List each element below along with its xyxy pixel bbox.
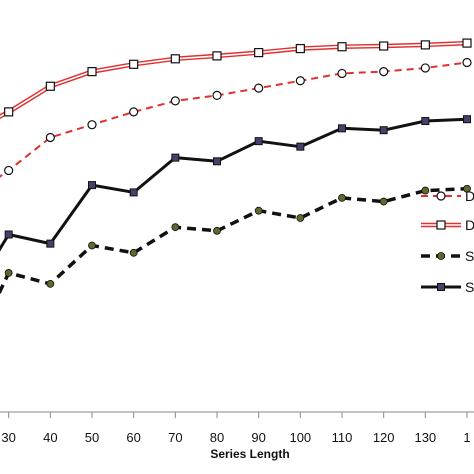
series-3-point-12 [463, 115, 471, 124]
series-1-point-10 [379, 41, 389, 51]
series-3-point-6 [213, 157, 221, 166]
plot-area [0, 38, 472, 296]
series-1-line [0, 38, 472, 120]
x-tick-label: 110 [332, 430, 353, 445]
legend-label-2: S [465, 248, 474, 264]
series-2-point-1 [4, 269, 13, 277]
series-3-point-9 [338, 124, 346, 133]
series-3-point-7 [254, 137, 263, 146]
series-3-point-11 [421, 117, 430, 126]
series-1-point-12 [462, 38, 472, 48]
series-2-point-4 [129, 248, 138, 257]
series-0-point-11 [420, 63, 430, 73]
series-0-point-12 [462, 57, 472, 68]
series-3-point-8 [296, 142, 305, 151]
x-tick-label: 70 [168, 430, 182, 445]
series-0-point-6 [212, 90, 222, 101]
series-0-point-2 [45, 132, 55, 143]
series-1-point-8 [295, 43, 305, 54]
x-tick-label: 90 [251, 430, 265, 445]
series-2-point-12 [463, 184, 471, 193]
series-1-point-7 [254, 47, 264, 58]
series-0-point-10 [379, 67, 389, 77]
x-axis-title: Series Length [210, 447, 289, 461]
x-tick-label: 130 [414, 430, 436, 445]
series-1-point-6 [212, 51, 222, 61]
series-0-point-1 [4, 165, 14, 176]
series-0-point-3 [87, 120, 97, 130]
legend-entry-2: S [421, 248, 474, 264]
series-1-point-4 [129, 59, 139, 69]
series-3-point-4 [129, 188, 138, 197]
x-tick-label: 30 [1, 430, 15, 445]
legend-entry-0: D [421, 188, 474, 204]
series-1-point-1 [4, 107, 14, 117]
legend-marker-3 [437, 283, 445, 291]
series-0-point-7 [254, 83, 264, 93]
series-0-point-4 [129, 107, 139, 117]
x-tick-label: 50 [85, 430, 99, 445]
legend-label-1: D [465, 217, 474, 233]
series-1-point-3 [87, 67, 97, 77]
series-2-point-7 [254, 206, 263, 215]
x-tick-label: 120 [373, 430, 395, 445]
legend-label-3: S [465, 279, 474, 295]
series-2-point-2 [46, 279, 55, 288]
legend-marker-1 [436, 220, 446, 230]
x-tick-label: 1 [463, 430, 470, 445]
legend-marker-0 [436, 191, 446, 201]
series-2-point-3 [88, 241, 96, 250]
series-3-point-1 [4, 230, 13, 239]
legend-marker-2 [437, 252, 445, 260]
legend-label-0: D [465, 188, 474, 204]
series-1-point-9 [337, 42, 347, 52]
x-axis-ticks: 30 40 50 60 70 80 90 100 110 120 130 1 [1, 412, 471, 445]
series-1-point-2 [45, 81, 55, 91]
series-3-point-2 [46, 239, 55, 248]
series-0-point-9 [337, 68, 347, 79]
series-3-line [0, 115, 471, 252]
series-2-line [0, 184, 471, 296]
series-3-point-5 [171, 153, 180, 162]
x-tick-label: 40 [43, 430, 57, 445]
series-1-point-5 [170, 54, 180, 64]
series-1-point-11 [420, 40, 430, 50]
series-0-point-5 [170, 96, 180, 106]
series-0-line [0, 57, 472, 178]
x-tick-label: 100 [289, 430, 311, 445]
series-3-point-3 [88, 181, 96, 190]
legend-entry-3: S [421, 279, 474, 295]
series-2-point-11 [421, 186, 430, 195]
series-2-point-10 [379, 197, 388, 206]
series-2-point-9 [338, 193, 346, 202]
series-0-point-8 [295, 76, 305, 86]
x-tick-label: 60 [126, 430, 140, 445]
x-tick-label: 80 [210, 430, 224, 445]
series-2-point-5 [171, 223, 180, 232]
series-3-point-10 [379, 126, 388, 135]
legend-entry-1: D [421, 217, 474, 233]
series-2-point-8 [296, 214, 305, 222]
series-2-point-6 [213, 226, 221, 235]
